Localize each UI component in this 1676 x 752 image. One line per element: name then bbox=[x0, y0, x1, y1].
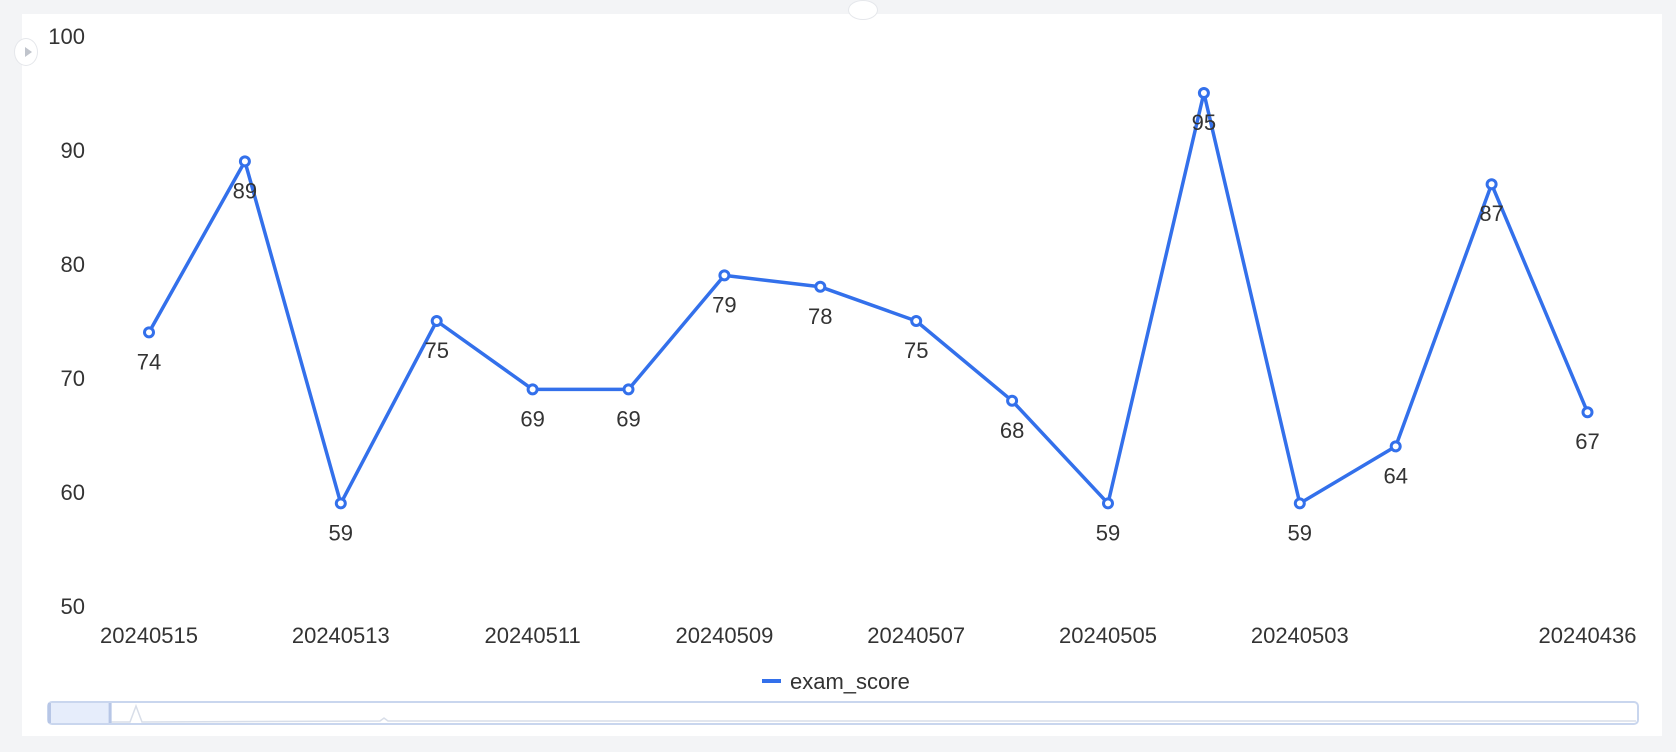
data-zoom-slider[interactable] bbox=[47, 701, 1639, 725]
data-label: 78 bbox=[808, 304, 832, 329]
data-label: 67 bbox=[1575, 429, 1599, 454]
data-point[interactable] bbox=[718, 269, 731, 282]
series-line-exam-score bbox=[147, 91, 1590, 506]
data-zoom-selection[interactable] bbox=[48, 703, 112, 723]
x-tick-label: 20240507 bbox=[867, 623, 965, 648]
data-label: 87 bbox=[1479, 201, 1503, 226]
data-point[interactable] bbox=[622, 383, 635, 396]
x-axis: 20240515 20240513 20240511 20240509 20240507… bbox=[100, 623, 1636, 648]
y-tick-label: 80 bbox=[61, 252, 85, 277]
x-tick-label: 20240503 bbox=[1251, 623, 1349, 648]
legend-label-exam-score: exam_score bbox=[790, 669, 910, 694]
caret-right-icon bbox=[25, 47, 32, 57]
data-label: 75 bbox=[424, 338, 448, 363]
x-tick-label: 20240511 bbox=[484, 623, 580, 648]
x-tick-label: 20240509 bbox=[675, 623, 773, 648]
data-point[interactable] bbox=[1293, 497, 1306, 510]
panel-resize-handle[interactable] bbox=[848, 0, 878, 20]
data-point[interactable] bbox=[814, 280, 827, 293]
x-tick-label: 20240515 bbox=[100, 623, 198, 648]
data-label: 64 bbox=[1383, 463, 1407, 488]
data-point[interactable] bbox=[334, 497, 347, 510]
y-tick-label: 50 bbox=[61, 594, 85, 619]
data-zoom-handle-left[interactable] bbox=[48, 703, 51, 723]
data-label: 95 bbox=[1192, 110, 1216, 135]
expand-sidebar-button[interactable] bbox=[14, 38, 38, 66]
data-label: 68 bbox=[1000, 418, 1024, 443]
legend[interactable]: exam_score bbox=[762, 669, 910, 694]
data-label: 59 bbox=[1096, 520, 1120, 545]
y-tick-label: 70 bbox=[61, 366, 85, 391]
data-point[interactable] bbox=[430, 315, 443, 327]
data-label: 59 bbox=[329, 520, 353, 545]
data-label: 74 bbox=[137, 349, 161, 374]
x-tick-label: 20240513 bbox=[292, 623, 390, 648]
data-point[interactable] bbox=[1485, 178, 1498, 191]
data-zoom-preview-line bbox=[48, 703, 1636, 723]
data-point[interactable] bbox=[238, 155, 251, 168]
data-point[interactable] bbox=[910, 315, 923, 327]
y-tick-label: 100 bbox=[48, 24, 85, 49]
data-point[interactable] bbox=[143, 326, 155, 339]
data-point[interactable] bbox=[1581, 406, 1594, 419]
data-label: 69 bbox=[520, 406, 544, 431]
data-label: 79 bbox=[712, 292, 736, 317]
data-point[interactable] bbox=[1197, 87, 1210, 99]
data-labels: 74 89 59 75 69 69 79 78 75 68 59 95 59 64 87 67 bbox=[137, 110, 1600, 545]
chart-panel bbox=[14, 0, 1662, 736]
x-tick-label: 20240436 bbox=[1539, 623, 1637, 648]
data-label: 59 bbox=[1288, 520, 1312, 545]
data-point[interactable] bbox=[1006, 394, 1019, 407]
y-tick-label: 60 bbox=[61, 480, 85, 505]
data-point[interactable] bbox=[526, 383, 539, 396]
data-zoom-handle-right[interactable] bbox=[108, 703, 112, 723]
data-label: 89 bbox=[233, 178, 257, 203]
data-point[interactable] bbox=[1102, 497, 1114, 510]
data-point[interactable] bbox=[1389, 440, 1402, 453]
data-points bbox=[143, 87, 1594, 510]
y-tick-label: 90 bbox=[61, 138, 85, 163]
x-tick-label: 20240505 bbox=[1059, 623, 1157, 648]
data-label: 75 bbox=[904, 338, 928, 363]
data-label: 69 bbox=[616, 406, 640, 431]
y-axis: 50 60 70 80 90 100 bbox=[48, 24, 85, 619]
